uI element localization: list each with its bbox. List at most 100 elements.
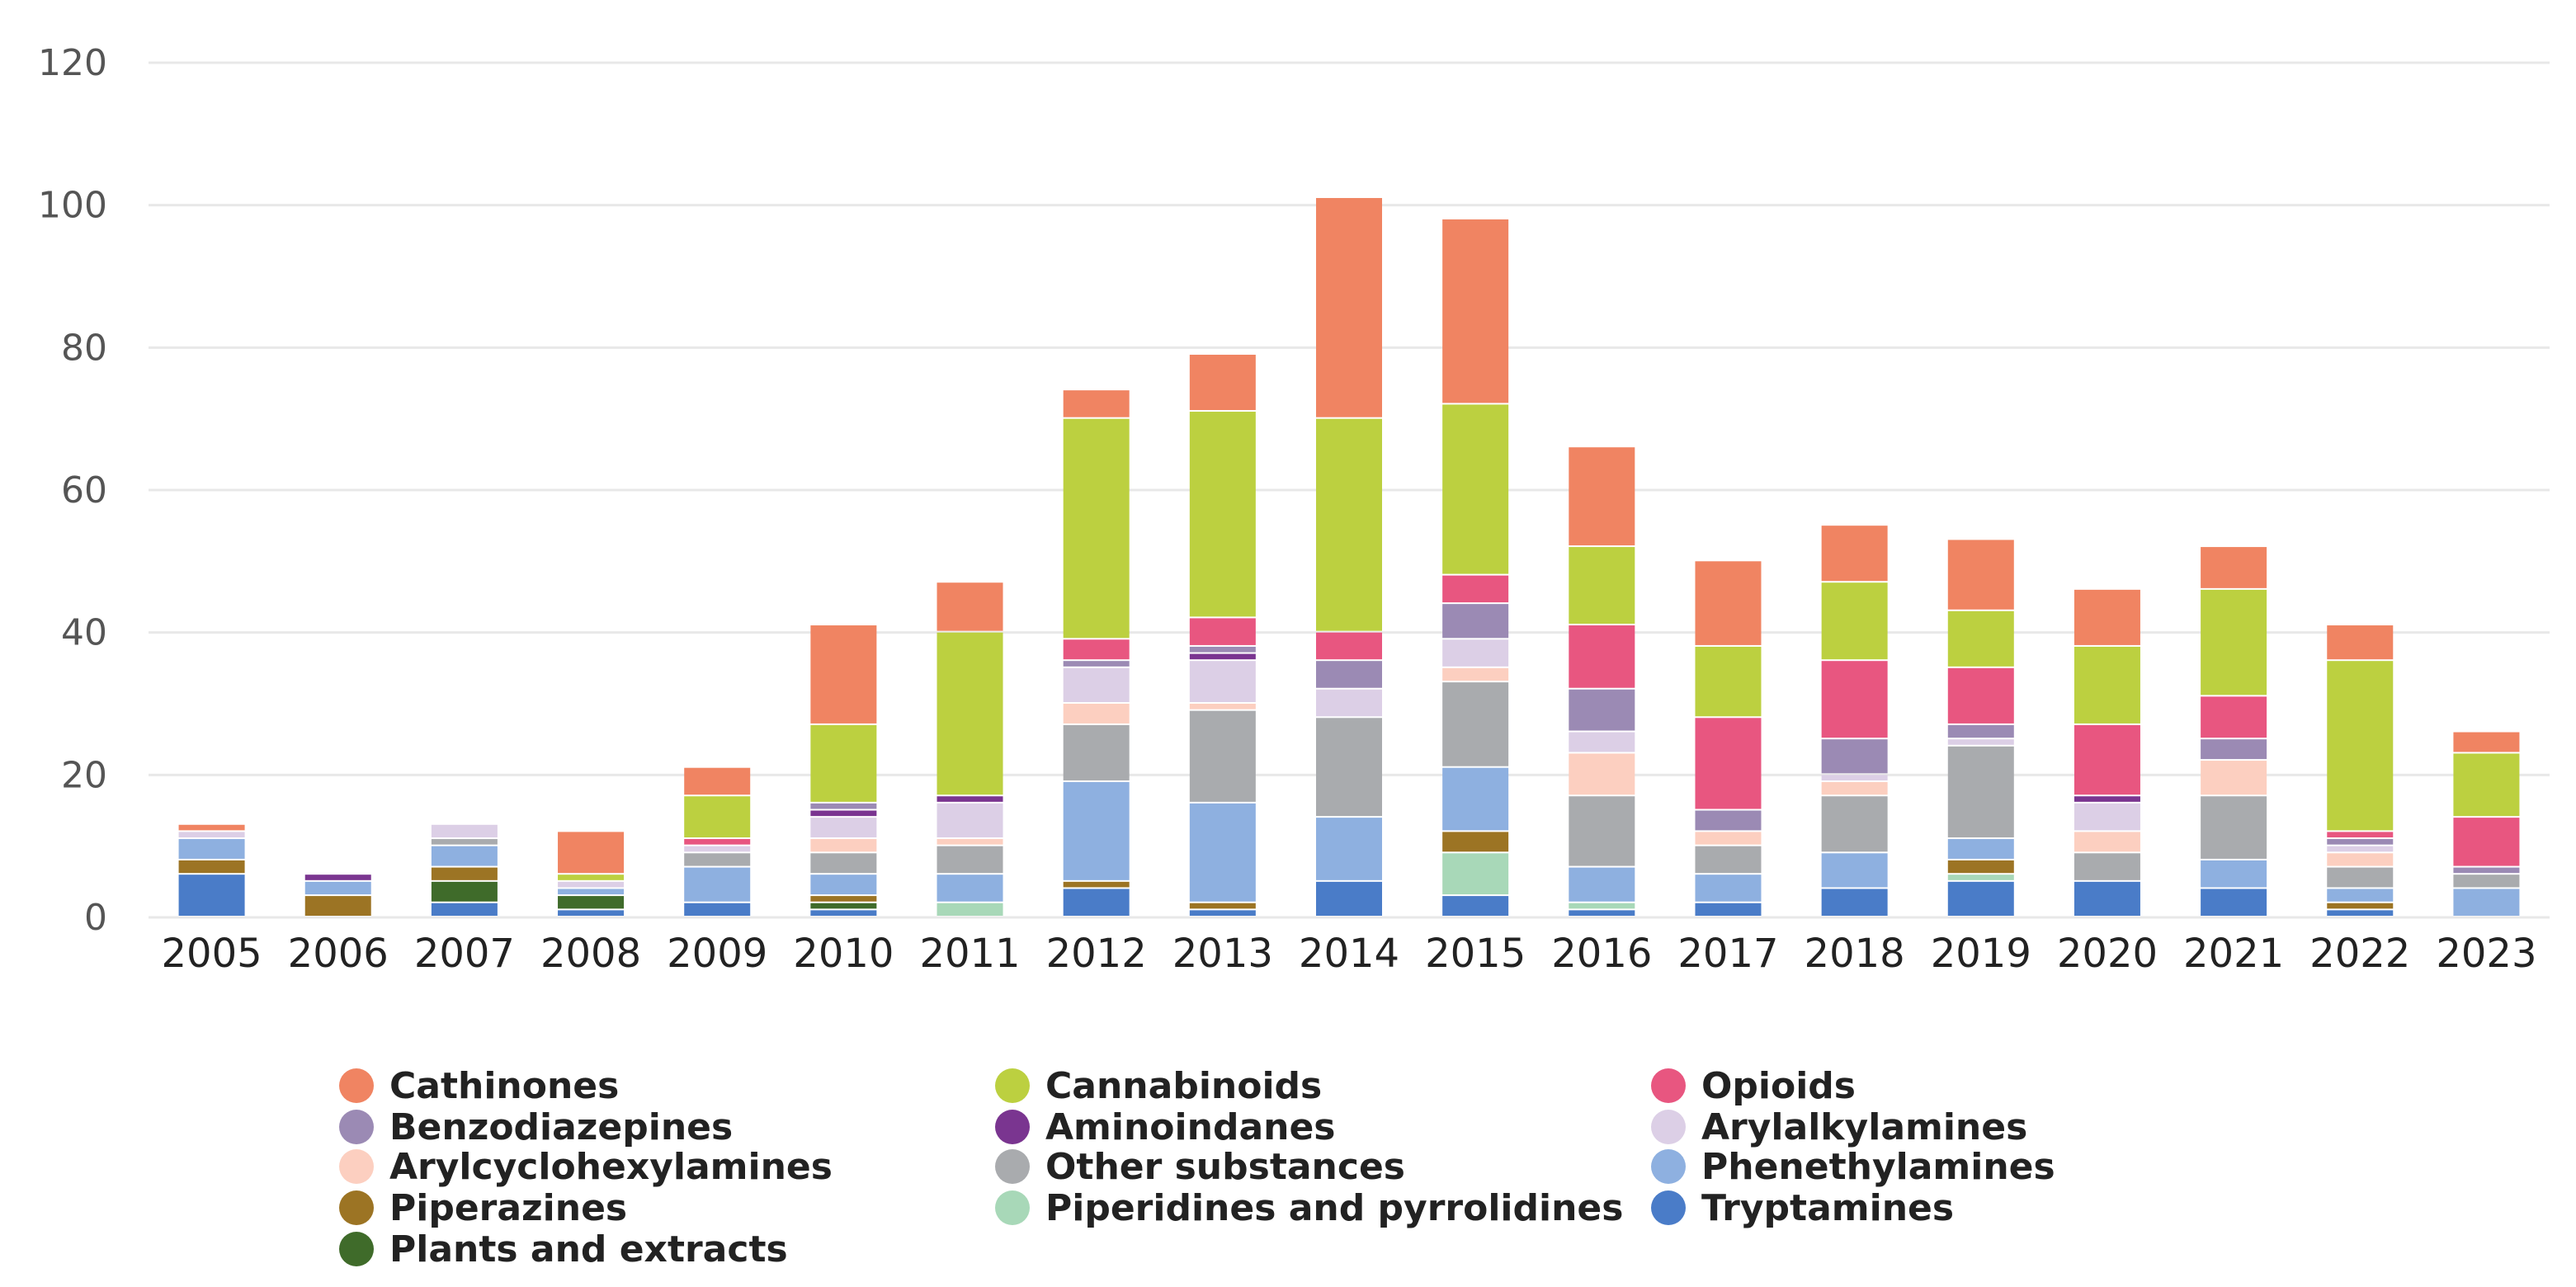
bar-segment-phenethylamines-2013[interactable] [1189, 803, 1256, 902]
bar-segment-phenethylamines-2011[interactable] [937, 874, 1003, 902]
bar-segment-arylcyclohexylamines-2021[interactable] [2201, 761, 2267, 795]
bar-segment-benzodiazepines-2017[interactable] [1695, 810, 1762, 831]
bar-segment-cannabinoids-2020[interactable] [2074, 646, 2140, 724]
bar-segment-arylalkylamines-2012[interactable] [1063, 667, 1130, 702]
bar-segment-opioids-2021[interactable] [2201, 696, 2267, 738]
bar-segment-arylcyclohexylamines-2022[interactable] [2327, 853, 2394, 866]
bar-segment-opioids-2023[interactable] [2453, 818, 2520, 866]
bar-segment-phenethylamines-2006[interactable] [304, 881, 371, 895]
bar-segment-cathinones-2017[interactable] [1695, 561, 1762, 645]
bar-segment-arylcyclohexylamines-2016[interactable] [1569, 753, 1635, 795]
bar-segment-benzodiazepines-2018[interactable] [1821, 739, 1888, 774]
bar-segment-arylcyclohexylamines-2011[interactable] [937, 839, 1003, 845]
bar-segment-other-substances-2016[interactable] [1569, 796, 1635, 866]
bar-segment-phenethylamines-2012[interactable] [1063, 781, 1130, 880]
bar-segment-benzodiazepines-2010[interactable] [810, 803, 877, 809]
bar-segment-phenethylamines-2015[interactable] [1442, 767, 1509, 831]
bar-segment-piperazines-2013[interactable] [1189, 903, 1256, 909]
bar-segment-arylalkylamines-2005[interactable] [178, 832, 245, 838]
bar-segment-cannabinoids-2009[interactable] [684, 796, 751, 838]
bar-segment-phenethylamines-2017[interactable] [1695, 874, 1762, 902]
bar-segment-phenethylamines-2023[interactable] [2453, 889, 2520, 916]
bar-segment-arylcyclohexylamines-2018[interactable] [1821, 781, 1888, 795]
bar-segment-cathinones-2023[interactable] [2453, 732, 2520, 752]
bar-segment-arylalkylamines-2008[interactable] [558, 881, 625, 888]
bar-segment-tryptamines-2014[interactable] [1316, 881, 1382, 916]
bar-segment-tryptamines-2007[interactable] [431, 903, 498, 916]
bar-segment-phenethylamines-2010[interactable] [810, 874, 877, 895]
bar-segment-arylcyclohexylamines-2020[interactable] [2074, 832, 2140, 852]
bar-segment-other-substances-2019[interactable] [1947, 746, 2014, 838]
bar-segment-piperidines-and-pyrrolidines-2015[interactable] [1442, 853, 1509, 895]
bar-segment-aminoindanes-2013[interactable] [1189, 653, 1256, 660]
bar-segment-arylalkylamines-2013[interactable] [1189, 661, 1256, 702]
bar-segment-piperazines-2005[interactable] [178, 860, 245, 874]
legend-item-piperidines-and-pyrrolidines[interactable]: Piperidines and pyrrolidines [995, 1187, 1623, 1229]
bar-segment-tryptamines-2022[interactable] [2327, 910, 2394, 916]
bar-segment-cathinones-2009[interactable] [684, 767, 751, 795]
bar-segment-opioids-2009[interactable] [684, 839, 751, 845]
bar-segment-piperidines-and-pyrrolidines-2019[interactable] [1947, 874, 2014, 880]
bar-segment-cannabinoids-2014[interactable] [1316, 418, 1382, 631]
bar-segment-cathinones-2015[interactable] [1442, 219, 1509, 403]
bar-segment-cathinones-2016[interactable] [1569, 447, 1635, 546]
bar-segment-tryptamines-2015[interactable] [1442, 896, 1509, 916]
bar-segment-tryptamines-2005[interactable] [178, 874, 245, 916]
bar-segment-opioids-2015[interactable] [1442, 575, 1509, 603]
bar-segment-arylalkylamines-2022[interactable] [2327, 846, 2394, 852]
bar-segment-phenethylamines-2022[interactable] [2327, 889, 2394, 902]
bar-segment-cathinones-2005[interactable] [178, 824, 245, 831]
bar-segment-cathinones-2013[interactable] [1189, 354, 1256, 411]
bar-segment-piperazines-2010[interactable] [810, 896, 877, 902]
bar-segment-cathinones-2012[interactable] [1063, 390, 1130, 417]
bar-segment-benzodiazepines-2014[interactable] [1316, 661, 1382, 688]
bar-segment-plants-and-extracts-2008[interactable] [558, 896, 625, 909]
bar-segment-cannabinoids-2022[interactable] [2327, 661, 2394, 831]
bar-segment-cathinones-2008[interactable] [558, 832, 625, 874]
bar-segment-other-substances-2015[interactable] [1442, 682, 1509, 766]
bar-segment-tryptamines-2012[interactable] [1063, 889, 1130, 916]
legend-item-plants-and-extracts[interactable]: Plants and extracts [339, 1228, 788, 1270]
bar-segment-other-substances-2021[interactable] [2201, 796, 2267, 859]
bar-segment-aminoindanes-2020[interactable] [2074, 796, 2140, 802]
bar-segment-arylcyclohexylamines-2013[interactable] [1189, 704, 1256, 710]
bar-segment-other-substances-2010[interactable] [810, 853, 877, 874]
bar-segment-opioids-2013[interactable] [1189, 618, 1256, 645]
bar-segment-plants-and-extracts-2010[interactable] [810, 903, 877, 909]
legend-item-tryptamines[interactable]: Tryptamines [1651, 1187, 1954, 1229]
bar-segment-arylalkylamines-2015[interactable] [1442, 639, 1509, 667]
bar-segment-tryptamines-2020[interactable] [2074, 881, 2140, 916]
bar-segment-phenethylamines-2008[interactable] [558, 889, 625, 895]
bar-segment-arylalkylamines-2010[interactable] [810, 818, 877, 838]
bar-segment-other-substances-2007[interactable] [431, 839, 498, 845]
bar-segment-arylcyclohexylamines-2015[interactable] [1442, 667, 1509, 681]
bar-segment-other-substances-2020[interactable] [2074, 853, 2140, 880]
bar-segment-benzodiazepines-2015[interactable] [1442, 604, 1509, 639]
legend-item-piperazines[interactable]: Piperazines [339, 1187, 627, 1229]
bar-segment-benzodiazepines-2019[interactable] [1947, 724, 2014, 738]
bar-segment-cathinones-2020[interactable] [2074, 589, 2140, 645]
bar-segment-arylcyclohexylamines-2017[interactable] [1695, 832, 1762, 845]
bar-segment-piperazines-2006[interactable] [304, 896, 371, 916]
bar-segment-cannabinoids-2015[interactable] [1442, 404, 1509, 574]
bar-segment-opioids-2014[interactable] [1316, 632, 1382, 660]
bar-segment-other-substances-2014[interactable] [1316, 718, 1382, 817]
bar-segment-tryptamines-2016[interactable] [1569, 910, 1635, 916]
bar-segment-tryptamines-2018[interactable] [1821, 889, 1888, 916]
bar-segment-opioids-2022[interactable] [2327, 832, 2394, 838]
bar-segment-opioids-2012[interactable] [1063, 639, 1130, 660]
bar-segment-opioids-2016[interactable] [1569, 625, 1635, 688]
bar-segment-benzodiazepines-2012[interactable] [1063, 661, 1130, 667]
bar-segment-cathinones-2019[interactable] [1947, 540, 2014, 610]
bar-segment-arylalkylamines-2020[interactable] [2074, 803, 2140, 831]
bar-segment-benzodiazepines-2021[interactable] [2201, 739, 2267, 760]
bar-segment-cathinones-2014[interactable] [1316, 198, 1382, 417]
bar-segment-piperazines-2007[interactable] [431, 867, 498, 880]
bar-segment-cannabinoids-2011[interactable] [937, 632, 1003, 795]
bar-segment-opioids-2018[interactable] [1821, 661, 1888, 738]
bar-segment-plants-and-extracts-2007[interactable] [431, 881, 498, 902]
bar-segment-phenethylamines-2021[interactable] [2201, 860, 2267, 888]
bar-segment-other-substances-2023[interactable] [2453, 874, 2520, 888]
legend-item-cannabinoids[interactable]: Cannabinoids [995, 1065, 1322, 1107]
bar-segment-arylalkylamines-2007[interactable] [431, 824, 498, 838]
